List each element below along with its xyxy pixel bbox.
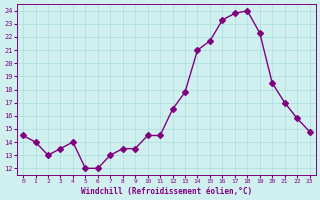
X-axis label: Windchill (Refroidissement éolien,°C): Windchill (Refroidissement éolien,°C) — [81, 187, 252, 196]
